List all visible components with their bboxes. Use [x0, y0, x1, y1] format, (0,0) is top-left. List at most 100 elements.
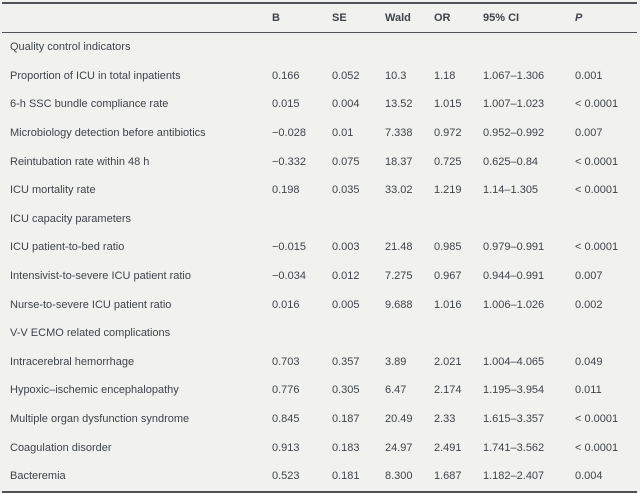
section-header-row: Quality control indicators — [2, 33, 637, 62]
cell-se: 0.183 — [332, 441, 360, 454]
cell-ci: 0.979–0.991 — [483, 241, 545, 254]
section-title: Quality control indicators — [10, 41, 131, 54]
column-header-wald: Wald — [383, 3, 432, 33]
cell-b: 0.523 — [272, 470, 300, 483]
cell-b: −0.028 — [272, 127, 306, 140]
cell-variable: Coagulation disorder — [10, 441, 112, 454]
cell-or: 0.967 — [434, 270, 462, 283]
cell-ci: 1.14–1.305 — [483, 184, 539, 197]
column-header-se: SE — [330, 3, 383, 33]
cell-se: 0.187 — [332, 413, 360, 426]
cell-variable: 6-h SSC bundle compliance rate — [10, 98, 169, 111]
cell-p: < 0.0001 — [575, 184, 619, 197]
cell-variable: Microbiology detection before antibiotic… — [10, 127, 206, 140]
cell-or: 2.491 — [434, 441, 462, 454]
cell-b: 0.166 — [272, 69, 300, 82]
cell-se: 0.305 — [332, 384, 360, 397]
cell-b: −0.034 — [272, 270, 306, 283]
cell-ci: 1.004–4.065 — [483, 355, 545, 368]
cell-p: 0.004 — [575, 470, 603, 483]
cell-ci: 1.195–3.954 — [483, 384, 545, 397]
cell-ci: 1.067–1.306 — [483, 69, 545, 82]
cell-b: 0.913 — [272, 441, 300, 454]
cell-variable: Intensivist-to-severe ICU patient ratio — [10, 270, 191, 283]
cell-variable: ICU patient-to-bed ratio — [10, 241, 125, 254]
cell-wald: 8.300 — [385, 470, 413, 483]
cell-se: 0.003 — [332, 241, 360, 254]
cell-ci: 1.615–3.357 — [483, 413, 545, 426]
cell-p: 0.001 — [575, 69, 603, 82]
cell-variable: Bacteremia — [10, 470, 66, 483]
cell-b: 0.845 — [272, 413, 300, 426]
cell-p: 0.007 — [575, 270, 603, 283]
cell-p: 0.011 — [575, 384, 602, 397]
cell-p: < 0.0001 — [575, 98, 619, 111]
cell-or: 1.016 — [434, 298, 462, 311]
cell-variable: Nurse-to-severe ICU patient ratio — [10, 298, 172, 311]
table-row: Hypoxic–ischemic encephalopathy 0.776 0.30… — [2, 376, 637, 405]
cell-or: 2.021 — [434, 355, 462, 368]
table-row: ICU patient-to-bed ratio −0.015 0.003 21.48… — [2, 233, 637, 262]
table-row: Coagulation disorder 0.913 0.183 24.97 2.491… — [2, 433, 637, 462]
cell-ci: 0.944–0.991 — [483, 270, 545, 283]
cell-ci: 1.741–3.562 — [483, 441, 545, 454]
cell-se: 0.052 — [332, 69, 360, 82]
cell-ci: 0.625–0.84 — [483, 155, 539, 168]
cell-wald: 10.3 — [385, 69, 407, 82]
table-body: Quality control indicators Proportion of … — [2, 33, 637, 492]
cell-p: < 0.0001 — [575, 241, 619, 254]
table-row: Multiple organ dysfunction syndrome 0.845… — [2, 405, 637, 434]
cell-p: 0.007 — [575, 127, 603, 140]
cell-or: 2.174 — [434, 384, 462, 397]
cell-p: < 0.0001 — [575, 155, 619, 168]
cell-b: −0.332 — [272, 155, 306, 168]
cell-wald: 20.49 — [385, 413, 413, 426]
cell-wald: 9.688 — [385, 298, 413, 311]
cell-b: 0.016 — [272, 298, 300, 311]
cell-or: 1.18 — [434, 69, 456, 82]
table-row: Proportion of ICU in total inpatients 0.1… — [2, 62, 637, 91]
cell-wald: 3.89 — [385, 355, 407, 368]
cell-or: 0.972 — [434, 127, 462, 140]
table-row: Intracerebral hemorrhage 0.703 0.357 3.89 2.… — [2, 348, 637, 377]
table-row: Reintubation rate within 48 h −0.332 0.075… — [2, 147, 637, 176]
cell-or: 1.015 — [434, 98, 462, 111]
cell-wald: 7.338 — [385, 127, 413, 140]
header-row: B SE Wald OR 95% CI P — [2, 3, 637, 33]
section-title: V-V ECMO related complications — [10, 327, 171, 340]
cell-variable: Reintubation rate within 48 h — [10, 155, 150, 168]
column-header-b: B — [270, 3, 330, 33]
table-header: B SE Wald OR 95% CI P — [2, 3, 637, 33]
table-row: Microbiology detection before antibiotic… — [2, 119, 637, 148]
cell-variable: ICU mortality rate — [10, 184, 96, 197]
cell-se: 0.004 — [332, 98, 360, 111]
cell-wald: 21.48 — [385, 241, 413, 254]
cell-ci: 0.952–0.992 — [483, 127, 545, 140]
cell-wald: 24.97 — [385, 441, 413, 454]
cell-variable: Proportion of ICU in total inpatients — [10, 69, 181, 82]
cell-ci: 1.182–2.407 — [483, 470, 545, 483]
table-row: ICU mortality rate 0.198 0.035 33.02 1.219 1.… — [2, 176, 637, 205]
cell-wald: 18.37 — [385, 155, 413, 168]
table-row: 6-h SSC bundle compliance rate 0.015 0.004… — [2, 90, 637, 119]
cell-wald: 33.02 — [385, 184, 413, 197]
cell-or: 1.687 — [434, 470, 462, 483]
cell-se: 0.075 — [332, 155, 360, 168]
cell-or: 2.33 — [434, 413, 456, 426]
section-header-row: ICU capacity parameters — [2, 205, 637, 234]
cell-b: 0.015 — [272, 98, 300, 111]
cell-b: 0.198 — [272, 184, 300, 197]
cell-wald: 13.52 — [385, 98, 413, 111]
cell-se: 0.357 — [332, 355, 360, 368]
table-row: Nurse-to-severe ICU patient ratio 0.016 0.… — [2, 290, 637, 319]
cell-se: 0.035 — [332, 184, 360, 197]
cell-wald: 7.275 — [385, 270, 413, 283]
cell-variable: Multiple organ dysfunction syndrome — [10, 413, 190, 426]
cell-or: 0.985 — [434, 241, 462, 254]
column-header-ci: 95% CI — [481, 3, 573, 33]
cell-or: 1.219 — [434, 184, 462, 197]
cell-b: 0.703 — [272, 355, 300, 368]
cell-ci: 1.006–1.026 — [483, 298, 545, 311]
cell-p: < 0.0001 — [575, 413, 619, 426]
